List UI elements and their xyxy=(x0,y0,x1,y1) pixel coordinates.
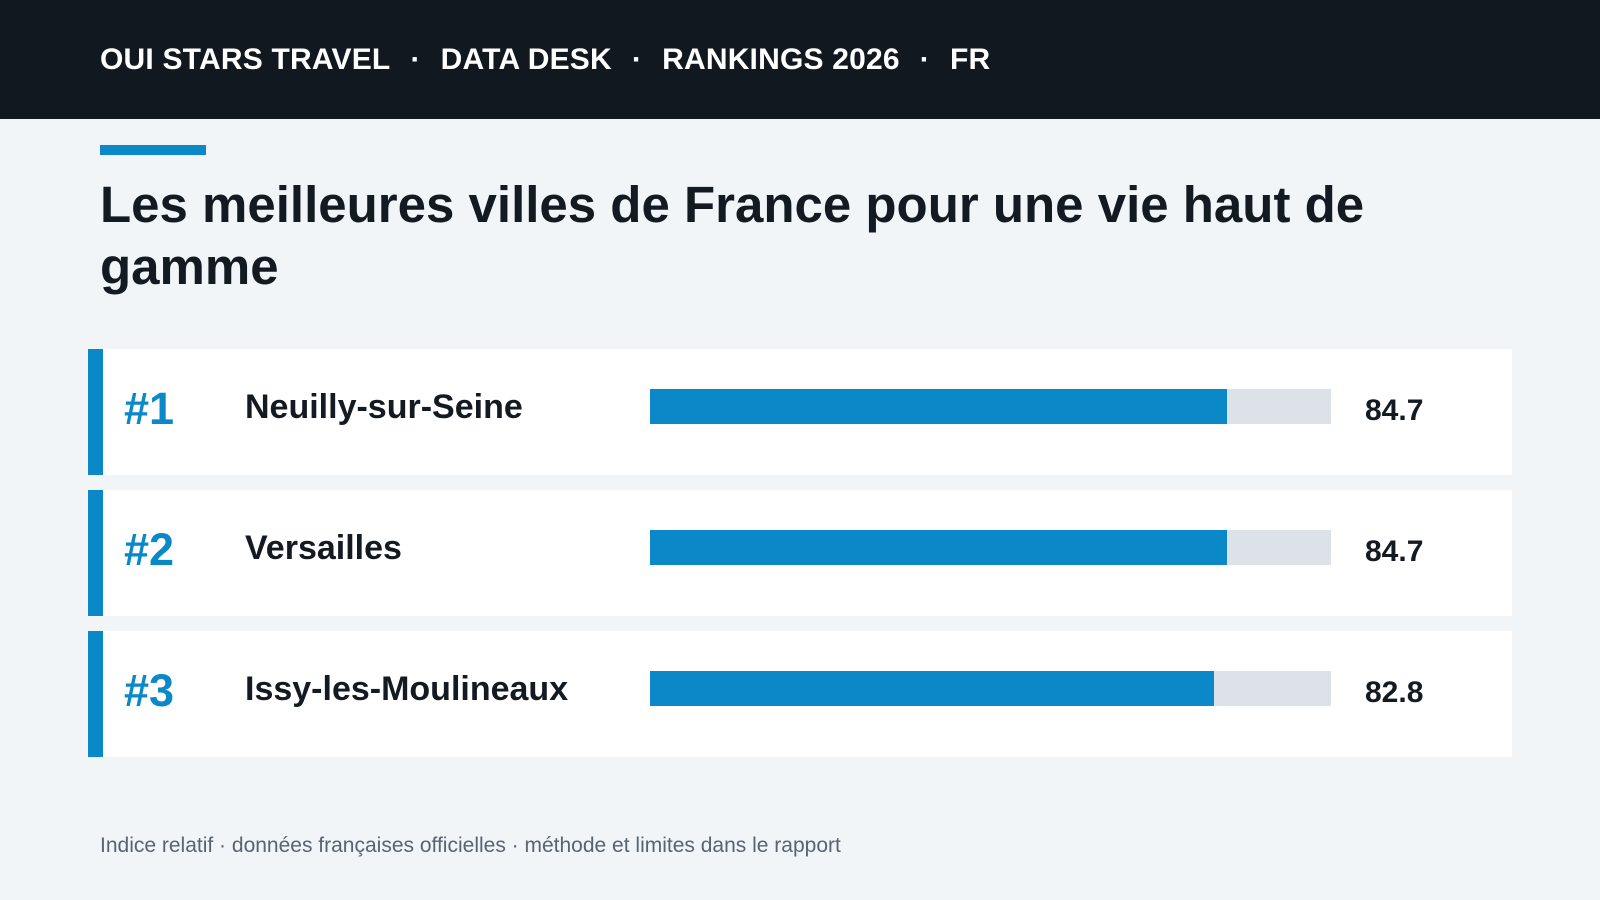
header-separator: · xyxy=(410,42,421,76)
bar-fill xyxy=(650,671,1214,706)
bar-track xyxy=(650,671,1331,706)
page-title: Les meilleures villes de France pour une… xyxy=(100,176,1365,295)
bar-fill xyxy=(650,530,1227,565)
ranking-row: #2 Versailles 84.7 xyxy=(88,490,1512,616)
footnote: Indice relatif · données françaises offi… xyxy=(100,834,841,857)
rank-label: #3 xyxy=(124,665,175,716)
city-label: Versailles xyxy=(245,529,402,567)
city-label: Issy-les-Moulineaux xyxy=(245,670,569,708)
bar-fill xyxy=(650,389,1227,424)
header-bar: OUI STARS TRAVEL · DATA DESK · RANKINGS … xyxy=(0,0,1600,119)
score-label: 82.8 xyxy=(1365,676,1424,709)
bar-track xyxy=(650,530,1331,565)
row-accent-edge xyxy=(88,349,103,475)
ranking-row: #1 Neuilly-sur-Seine 84.7 xyxy=(88,349,1512,475)
edition-name: RANKINGS 2026 xyxy=(662,42,900,76)
header-separator: · xyxy=(631,42,643,76)
rank-label: #2 xyxy=(124,524,175,575)
city-label: Neuilly-sur-Seine xyxy=(245,388,523,426)
rank-label: #1 xyxy=(124,383,175,434)
brand-name: OUI STARS TRAVEL xyxy=(100,42,391,76)
header-separator: · xyxy=(919,42,930,76)
score-label: 84.7 xyxy=(1365,535,1424,568)
section-name: DATA DESK xyxy=(440,42,612,76)
title-accent-line xyxy=(100,145,206,155)
score-label: 84.7 xyxy=(1365,394,1424,427)
locale-code: FR xyxy=(949,42,991,76)
row-accent-edge xyxy=(88,631,103,757)
bar-track xyxy=(650,389,1331,424)
ranking-row: #3 Issy-les-Moulineaux 82.8 xyxy=(88,631,1512,757)
row-accent-edge xyxy=(88,490,103,616)
